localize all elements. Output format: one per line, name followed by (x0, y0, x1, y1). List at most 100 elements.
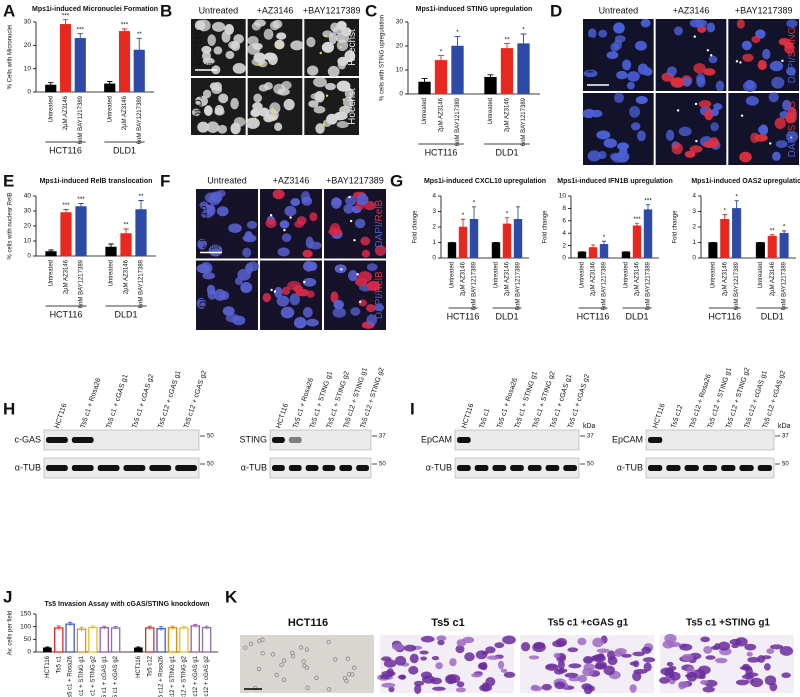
pore (298, 645, 304, 650)
nucleus (342, 96, 354, 108)
arrowhead-marker (789, 136, 793, 139)
panel-letter: B (160, 1, 172, 20)
bar (60, 212, 72, 257)
bar (59, 24, 72, 93)
invaded-cell (437, 640, 445, 646)
nucleus (678, 126, 692, 137)
error-bar (646, 204, 650, 215)
nucleus (715, 80, 725, 92)
x-tick-label: HCT116 (45, 655, 51, 678)
bar (577, 251, 587, 259)
bar (99, 627, 109, 653)
error-bar (45, 646, 50, 649)
bar (74, 38, 86, 93)
nucleus (240, 281, 253, 293)
nucleus (741, 40, 752, 51)
bar (201, 627, 212, 653)
x-tick-label: 6nM BAY1217389 (734, 261, 740, 310)
invaded-cell (770, 644, 784, 650)
y-tick-label: 6 (562, 218, 566, 225)
y-tick-label: 100 (20, 623, 31, 630)
invaded-cell (419, 650, 429, 655)
nucleus (619, 147, 628, 155)
nucleus (696, 73, 705, 85)
stain-label-part: DAPI/ (374, 293, 385, 319)
stain-label: Hoechst (347, 88, 358, 125)
nucleus (613, 92, 624, 103)
invaded-cell (568, 676, 581, 682)
invaded-cell (700, 636, 710, 643)
nucleus (294, 220, 305, 228)
invaded-cell (486, 655, 500, 660)
nucleus (742, 53, 754, 62)
error-bar (602, 240, 606, 248)
error-bar (722, 214, 727, 224)
y-tick-label: 20 (24, 223, 32, 230)
nucleus (303, 261, 315, 272)
x-tick-label: 2µM AZ3146 (505, 97, 511, 132)
pore (342, 675, 348, 681)
stain-label-part: DAPI/ (374, 221, 385, 247)
y-axis-label: % Cells with Micronuclei (8, 25, 14, 90)
nucleus (293, 317, 307, 329)
significance-label: * (735, 193, 738, 200)
x-tick-label: Ts5 c1 + Rosa26 (68, 655, 74, 697)
nucleus (237, 268, 251, 281)
significance-label: ** (770, 227, 776, 234)
y-tick-label: 50 (24, 636, 32, 643)
invaded-cell (686, 671, 698, 682)
panel-letter: I (410, 399, 415, 418)
nucleus (598, 29, 608, 38)
pore (326, 687, 332, 692)
significance-label: *** (77, 196, 85, 203)
invaded-cell (557, 668, 568, 673)
x-tick-label: Untreated (494, 262, 500, 288)
error-bar (48, 82, 54, 88)
nucleus (202, 272, 216, 280)
x-tick-label: Ts5 c12 + cGAS g2 (204, 655, 210, 697)
scale-bar-label: 40 µm (203, 245, 220, 251)
column-title: HCT116 (288, 617, 328, 629)
nucleus (631, 122, 641, 131)
invaded-cell (595, 661, 608, 669)
nucleus (366, 263, 378, 271)
error-bar (170, 625, 175, 630)
nucleus (267, 53, 278, 66)
invaded-cell (596, 648, 610, 653)
nucleus (673, 26, 683, 36)
nucleus (782, 99, 792, 111)
x-tick-label: 6nM BAY1217389 (782, 261, 788, 310)
panel-letter: A (3, 1, 15, 20)
nucleus (637, 63, 649, 75)
invaded-cell (528, 655, 540, 660)
x-tick-label: Untreated (710, 262, 716, 288)
invaded-cell (420, 635, 435, 643)
invaded-cell (494, 642, 505, 649)
nucleus (609, 152, 622, 161)
error-bar (193, 623, 198, 628)
x-tick-label: Untreated (580, 262, 586, 288)
lane-label: HCT116 (461, 403, 476, 430)
invaded-cell (420, 656, 428, 661)
invaded-cell (681, 653, 694, 662)
x-tick-label: Ts5 c1 + STING g2 (90, 655, 96, 697)
invaded-cell (697, 665, 711, 675)
band (305, 465, 319, 471)
error-bar (48, 249, 54, 253)
nucleus (771, 76, 785, 89)
invaded-cell (567, 647, 579, 653)
nucleus (736, 19, 745, 29)
nucleus (354, 218, 366, 229)
invaded-cell (456, 681, 465, 688)
bar (76, 628, 87, 653)
invaded-cell (642, 657, 656, 663)
nucleus (191, 108, 201, 117)
invaded-cell (597, 653, 605, 658)
band (648, 437, 663, 443)
x-tick-label: 2µM AZ3146 (505, 261, 511, 296)
invaded-cell (568, 663, 582, 669)
invaded-cell (386, 668, 394, 678)
invaded-cell (445, 674, 457, 685)
nucleus (333, 299, 344, 310)
row-label: HCT116 (586, 36, 597, 73)
